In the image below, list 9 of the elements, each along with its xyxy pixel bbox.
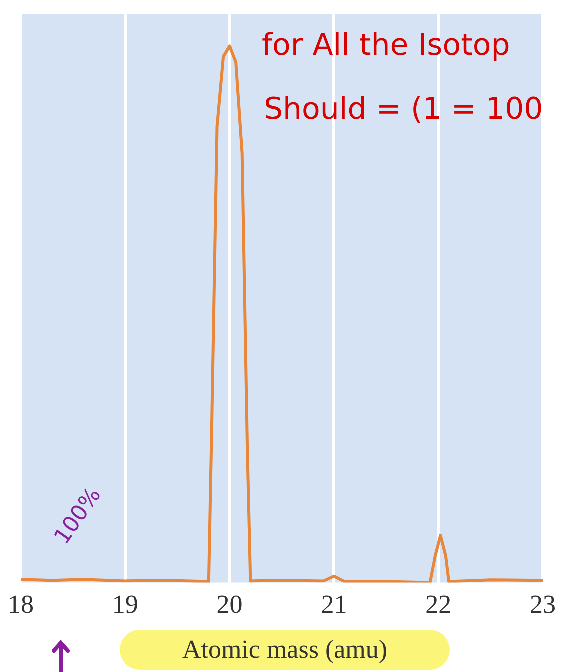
x-tick-label: 21	[321, 590, 348, 620]
x-tick-label: 19	[112, 590, 138, 620]
x-tick-label: 23	[530, 590, 556, 620]
x-tick-label: 22	[426, 590, 452, 620]
x-tick-label: 18	[8, 590, 34, 620]
x-axis-title: Atomic mass (amu)	[120, 630, 450, 670]
annotation: for All the Isotop	[262, 28, 510, 63]
x-tick-label: 20	[216, 590, 243, 620]
annotation: Should = (1 = 100	[264, 92, 544, 127]
